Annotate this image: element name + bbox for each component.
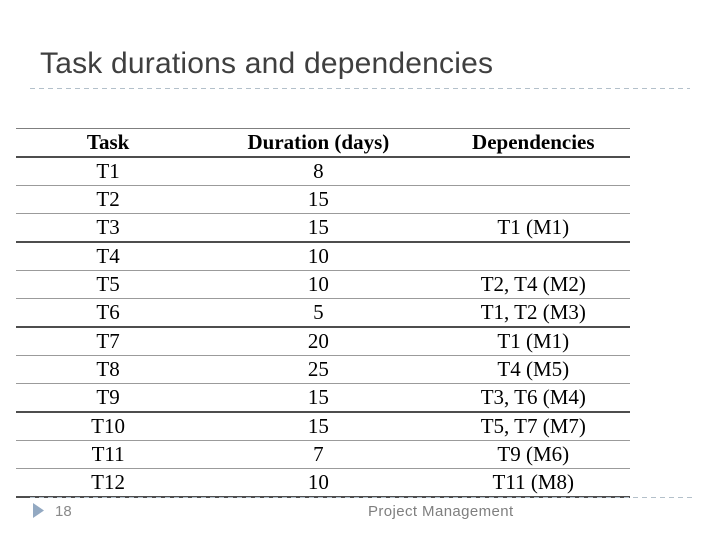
- footer-divider: [30, 497, 693, 498]
- cell-task: T12: [16, 468, 201, 498]
- cell-task: T10: [16, 412, 201, 441]
- page-title: Task durations and dependencies: [40, 47, 494, 80]
- task-table-container: Task Duration (days) Dependencies T1 8 T…: [16, 128, 630, 498]
- slide-number: 18: [55, 503, 72, 520]
- table-header-row: Task Duration (days) Dependencies: [16, 128, 630, 158]
- column-header-dependencies: Dependencies: [436, 128, 630, 158]
- cell-task: T9: [16, 383, 201, 413]
- table-row: T12 10 T11 (M8): [16, 468, 630, 498]
- cell-dependencies: T9 (M6): [436, 440, 630, 469]
- cell-task: T6: [16, 298, 201, 328]
- task-table: Task Duration (days) Dependencies T1 8 T…: [16, 128, 630, 498]
- cell-dependencies: T3, T6 (M4): [436, 383, 630, 413]
- cell-duration: 8: [200, 157, 437, 186]
- cell-duration: 15: [200, 185, 437, 214]
- cell-task: T2: [16, 185, 201, 214]
- footer-title: Project Management: [368, 503, 514, 520]
- cell-duration: 10: [200, 242, 437, 271]
- table-row: T2 15: [16, 185, 630, 214]
- table-row: T9 15 T3, T6 (M4): [16, 383, 630, 413]
- column-header-task: Task: [16, 128, 201, 158]
- cell-task: T11: [16, 440, 201, 469]
- table-row: T1 8: [16, 157, 630, 186]
- cell-dependencies: [436, 242, 630, 271]
- cell-duration: 7: [200, 440, 437, 469]
- cell-dependencies: T4 (M5): [436, 355, 630, 384]
- arrow-right-icon: [33, 503, 45, 518]
- table-row: T5 10 T2, T4 (M2): [16, 270, 630, 299]
- cell-dependencies: T5, T7 (M7): [436, 412, 630, 441]
- table-row: T10 15 T5, T7 (M7): [16, 412, 630, 441]
- table-row: T11 7 T9 (M6): [16, 440, 630, 469]
- cell-dependencies: T1 (M1): [436, 213, 630, 243]
- cell-task: T5: [16, 270, 201, 299]
- cell-dependencies: T1, T2 (M3): [436, 298, 630, 328]
- cell-duration: 15: [200, 412, 437, 441]
- cell-task: T8: [16, 355, 201, 384]
- cell-duration: 10: [200, 270, 437, 299]
- cell-duration: 5: [200, 298, 437, 328]
- cell-task: T3: [16, 213, 201, 243]
- cell-dependencies: [436, 185, 630, 214]
- title-divider: [30, 88, 690, 89]
- cell-duration: 10: [200, 468, 437, 498]
- table-row: T3 15 T1 (M1): [16, 213, 630, 243]
- table-row: T6 5 T1, T2 (M3): [16, 298, 630, 328]
- cell-dependencies: T2, T4 (M2): [436, 270, 630, 299]
- cell-duration: 15: [200, 383, 437, 413]
- column-header-duration: Duration (days): [200, 128, 437, 158]
- table-row: T8 25 T4 (M5): [16, 355, 630, 384]
- cell-duration: 25: [200, 355, 437, 384]
- table-row: T4 10: [16, 242, 630, 271]
- cell-dependencies: T1 (M1): [436, 327, 630, 356]
- cell-duration: 15: [200, 213, 437, 243]
- cell-duration: 20: [200, 327, 437, 356]
- table-row: T7 20 T1 (M1): [16, 327, 630, 356]
- cell-task: T4: [16, 242, 201, 271]
- cell-dependencies: [436, 157, 630, 186]
- cell-task: T1: [16, 157, 201, 186]
- cell-task: T7: [16, 327, 201, 356]
- cell-dependencies: T11 (M8): [436, 468, 630, 498]
